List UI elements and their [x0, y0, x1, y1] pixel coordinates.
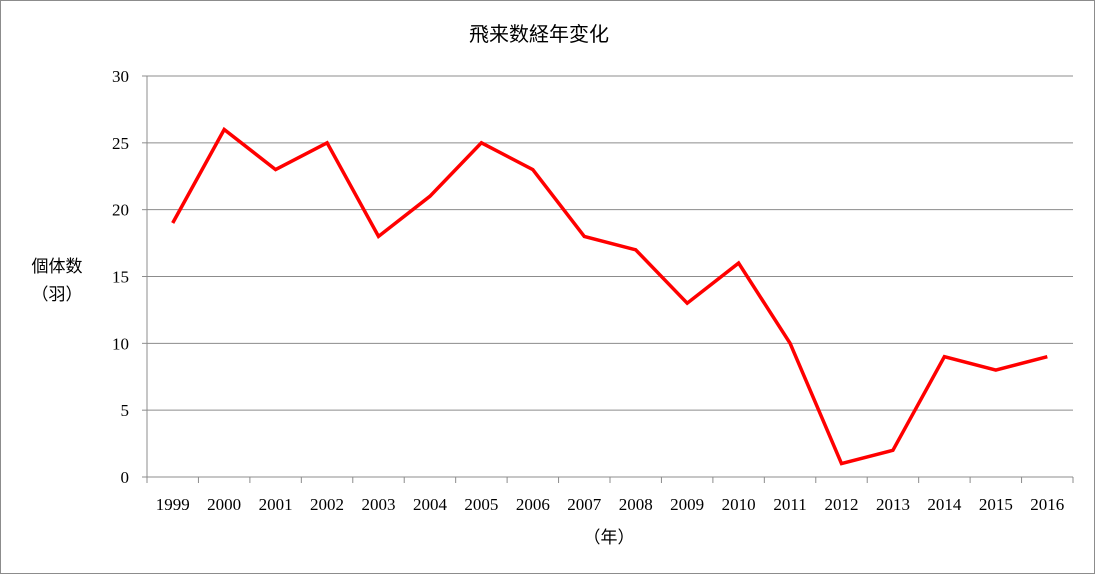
y-tick-label-25: 25: [112, 134, 129, 153]
x-tick-label-1999: 1999: [156, 495, 190, 514]
y-tick-label-10: 10: [112, 334, 129, 353]
x-tick-label-2008: 2008: [619, 495, 653, 514]
x-tick-label-2016: 2016: [1030, 495, 1064, 514]
x-tick-label-2011: 2011: [773, 495, 806, 514]
y-axis-label-line2: （羽）: [32, 285, 83, 305]
x-axis-label: （年）: [584, 528, 635, 548]
y-tick-label-5: 5: [121, 401, 130, 420]
series-layer: [171, 126, 1048, 466]
y-tick-labels: 0 5 10 15 20 25 30: [112, 67, 129, 487]
grid-lines: [147, 75, 1073, 411]
y-tick-label-15: 15: [112, 268, 129, 287]
series-line-0: [171, 126, 1048, 466]
x-tick-label-2001: 2001: [259, 495, 293, 514]
x-tick-label-2015: 2015: [979, 495, 1013, 514]
x-tick-label-2005: 2005: [464, 495, 498, 514]
y-tick-label-20: 20: [112, 201, 129, 220]
x-tick-label-2004: 2004: [413, 495, 448, 514]
y-tick-label-30: 30: [112, 67, 129, 86]
x-tick-label-2013: 2013: [876, 495, 910, 514]
x-tick-label-2009: 2009: [670, 495, 704, 514]
x-tick-label-2007: 2007: [567, 495, 602, 514]
x-tick-labels: 1999 2000 2001 2002 2003 2004 2005 2006 2007 2008…: [156, 495, 1065, 514]
axes: [142, 75, 1074, 483]
y-axis-label-line1: 個体数: [32, 257, 83, 277]
x-tick-label-2006: 2006: [516, 495, 550, 514]
x-tick-label-2012: 2012: [825, 495, 859, 514]
y-tick-label-0: 0: [121, 468, 130, 487]
x-tick-label-2014: 2014: [927, 495, 962, 514]
x-tick-label-2010: 2010: [722, 495, 756, 514]
x-tick-label-2003: 2003: [362, 495, 396, 514]
x-tick-label-2002: 2002: [310, 495, 344, 514]
chart-title: 飛来数経年変化: [469, 22, 609, 46]
x-tick-label-2000: 2000: [207, 495, 241, 514]
